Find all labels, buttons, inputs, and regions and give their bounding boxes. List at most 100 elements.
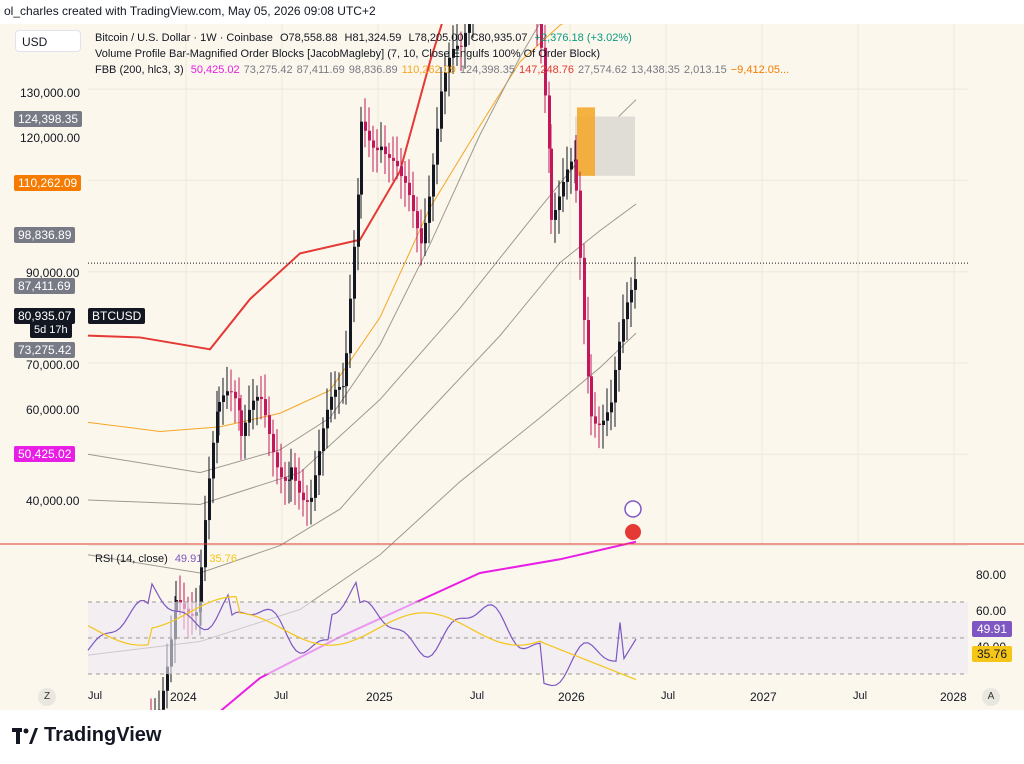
high-value: H81,324.59 <box>344 32 402 44</box>
candle-body <box>550 148 553 220</box>
candle-body <box>602 420 605 426</box>
candle-body <box>583 257 586 321</box>
candle-body <box>349 298 352 354</box>
rsi-legend: RSI (14, close) 49.91 35.76 <box>95 553 237 565</box>
lightning-event-icon <box>624 500 642 518</box>
candle-body <box>342 386 345 388</box>
fbb-value: −9,412.05... <box>730 64 790 76</box>
time-label: Jul <box>88 690 103 702</box>
upper-band-line <box>87 24 443 351</box>
auto-scale-button[interactable]: A <box>982 688 1000 706</box>
candle-body <box>252 400 255 410</box>
currency-button[interactable]: USD <box>15 30 81 52</box>
candle-body <box>562 181 565 197</box>
candle-body <box>408 182 411 196</box>
fbb-value: 73,275.42 <box>243 64 293 76</box>
candle-body <box>310 497 313 502</box>
price-chart-svg[interactable] <box>0 24 1024 710</box>
candle-body <box>590 376 593 417</box>
candle-body <box>380 146 383 151</box>
open-value: O78,558.88 <box>279 32 338 44</box>
fbb-value: 27,574.62 <box>578 64 627 76</box>
candle-body <box>326 409 329 429</box>
us-flag-event-icon <box>625 524 641 540</box>
candle-body <box>272 433 275 453</box>
time-label: 2027 <box>750 690 777 704</box>
close-value: C80,935.07 <box>470 32 528 44</box>
candle-body <box>554 210 557 220</box>
price-label: 90,000.00 <box>26 266 80 280</box>
candle-body <box>218 401 221 412</box>
candle-body <box>428 196 431 223</box>
time-label: 2028 <box>940 690 967 704</box>
candle-body <box>288 479 291 481</box>
candle-body <box>579 190 582 258</box>
brand-name: TradingView <box>44 724 162 746</box>
candle-body <box>244 422 247 436</box>
candle-body <box>290 467 293 480</box>
rsi-ma-line <box>87 595 637 681</box>
candle-body <box>345 353 348 387</box>
fbb-value: 2,013.15 <box>683 64 727 76</box>
orange-band-line <box>87 24 564 432</box>
candle-body <box>558 196 561 211</box>
time-label: 2026 <box>558 690 585 704</box>
candle-body <box>594 416 597 424</box>
indicator1-legend: Volume Profile Bar-Magnified Order Block… <box>95 48 601 60</box>
candle-body <box>587 320 590 377</box>
candle-body <box>306 500 309 502</box>
candle-body <box>368 130 371 141</box>
fbb-name: FBB (200, hlc3, 3) <box>95 64 184 76</box>
fbb-tag: 87,411.69 <box>14 278 75 294</box>
candle-body <box>412 195 415 212</box>
time-label: 2025 <box>366 690 393 704</box>
candle-body <box>448 57 451 73</box>
change-value: +2,376.18 (+3.02%) <box>534 32 632 44</box>
candle-body <box>260 396 263 400</box>
fbb-value: 13,438.35 <box>630 64 680 76</box>
candle-body <box>166 666 169 691</box>
fbb-tag: 110,262.09 <box>14 175 82 191</box>
candle-body <box>626 302 629 320</box>
candle-body <box>622 319 625 342</box>
low-value: L78,205.00 <box>408 32 464 44</box>
rsi-value-tag: 49.91 <box>971 621 1012 637</box>
candle-body <box>424 222 427 244</box>
candle-body <box>634 279 637 290</box>
countdown-tag: 5d 17h <box>30 322 72 338</box>
candle-body <box>436 128 439 165</box>
candle-body <box>179 600 182 604</box>
candle-body <box>468 24 471 33</box>
candle-body <box>240 410 243 436</box>
candle-body <box>234 391 237 399</box>
candle-body <box>440 91 443 129</box>
candle-body <box>360 121 363 195</box>
candle-body <box>222 395 225 402</box>
lower-band-line <box>220 540 637 710</box>
price-label: 70,000.00 <box>26 358 80 372</box>
candle-body <box>230 391 233 393</box>
candle-body <box>540 24 543 48</box>
candle-body <box>357 194 360 247</box>
symbol-tag: BTCUSD <box>88 308 146 324</box>
time-label: Jul <box>661 690 676 702</box>
candle-body <box>264 399 267 416</box>
candle-body <box>392 157 395 161</box>
candle-body <box>334 389 337 397</box>
candle-body <box>610 402 613 413</box>
candle-body <box>456 45 459 49</box>
candle-body <box>376 147 379 151</box>
candle-body <box>330 396 333 410</box>
candle-body <box>388 154 391 158</box>
zoom-reset-button[interactable]: Z <box>38 688 56 706</box>
fbb-tag: 98,836.89 <box>14 227 76 243</box>
candle-body <box>318 451 321 476</box>
candle-body <box>353 246 356 299</box>
chart-area[interactable] <box>0 24 1024 710</box>
candle-body <box>294 467 297 481</box>
grey-band-line <box>87 24 540 474</box>
candle-body <box>606 412 609 421</box>
price-label: 40,000.00 <box>26 494 80 508</box>
candle-body <box>544 47 547 96</box>
candle-body <box>216 411 219 443</box>
